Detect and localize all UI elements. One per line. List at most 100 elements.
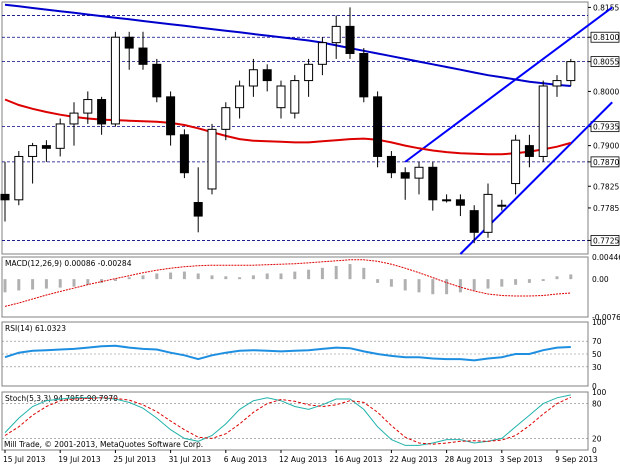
candle <box>138 31 148 70</box>
price-tick-label: 0.7725 <box>593 236 619 245</box>
candle <box>152 58 162 103</box>
candle <box>69 102 79 146</box>
time-tick-label: 19 Jul 2013 <box>58 455 101 464</box>
time-tick-label: 25 Jul 2013 <box>113 455 156 464</box>
candle-body <box>304 63 314 82</box>
rsi-tick-label: 70 <box>592 337 602 346</box>
time-axis: 15 Jul 2013 19 Jul 2013 25 Jul 2013 31 Jul … <box>3 450 598 464</box>
rsi-tick-label: 30 <box>592 363 602 372</box>
candle-body <box>359 52 369 98</box>
price-tick-label: 0.7785 <box>593 204 619 213</box>
candle <box>179 129 189 179</box>
candle <box>235 80 245 119</box>
macd-panel-frame <box>1 256 589 318</box>
candle <box>524 134 534 168</box>
candle-body <box>331 25 341 44</box>
stoch-tick-label: 80 <box>592 400 602 409</box>
candle-body <box>83 99 93 114</box>
price-tick-label: 0.8155 <box>593 3 619 12</box>
time-tick-label: 6 Aug 2013 <box>224 455 267 464</box>
time-tick-label: 15 Jul 2013 <box>3 455 46 464</box>
price-tick-label: 0.7870 <box>593 158 619 167</box>
candle-body <box>290 80 300 114</box>
candle <box>97 96 107 135</box>
macd-tick-label: 0.00 <box>592 275 609 284</box>
candle <box>331 15 341 59</box>
candle <box>0 161 10 222</box>
candle <box>193 167 203 233</box>
price-tick-box <box>590 156 620 168</box>
price-tick-label: 0.8055 <box>593 58 619 67</box>
macd-tick-label: -0.00763 <box>592 313 620 322</box>
candle-body <box>248 69 258 87</box>
candle-body <box>566 61 576 82</box>
rsi-tick-label: 0 <box>592 382 597 391</box>
watermark-label: Mill Trade, © 2001-2013, MetaQuotes Soft… <box>4 440 203 449</box>
candle <box>276 80 286 119</box>
candle-body <box>455 199 465 206</box>
candle-body <box>97 99 107 125</box>
candle <box>400 167 410 200</box>
candle <box>373 91 383 168</box>
price-panel: 0.8155 0.8100 0.8055 0.8000 0.7935 0.7900 0.78… <box>0 1 620 255</box>
candle-body <box>235 85 245 109</box>
candle <box>483 183 493 238</box>
stoch-tick-label: 20 <box>592 434 602 443</box>
rsi-tick-label: 100 <box>592 318 607 327</box>
candle <box>317 37 327 76</box>
candle <box>262 64 272 92</box>
price-tick-label: 0.7900 <box>593 142 619 151</box>
candle-body <box>166 96 176 136</box>
candle-body <box>317 42 327 65</box>
time-tick-label: 12 Aug 2013 <box>279 455 327 464</box>
candle <box>14 151 24 206</box>
candle <box>538 80 548 162</box>
macd-panel: MACD(12,26,9) 0.00086 -0.00284 0.00446 0.0… <box>1 253 620 322</box>
candle <box>110 31 120 127</box>
candle-body <box>483 193 493 233</box>
candle-body <box>469 210 479 233</box>
candle <box>359 48 369 103</box>
candle-body <box>110 36 120 125</box>
price-tick-label: 0.8000 <box>593 87 619 96</box>
candle-body <box>41 145 51 149</box>
candle <box>28 142 38 184</box>
candle <box>497 199 507 211</box>
candle-body <box>179 134 189 174</box>
candle-body <box>524 145 534 157</box>
candle <box>511 134 521 195</box>
candle <box>41 140 51 162</box>
price-tick-box <box>590 56 620 68</box>
candle <box>386 151 396 179</box>
candle <box>207 123 217 195</box>
candle-body <box>345 25 355 54</box>
candle <box>124 31 134 70</box>
candle-body <box>511 139 521 185</box>
candle <box>83 91 93 124</box>
time-tick-label: 16 Aug 2013 <box>334 455 382 464</box>
candle-body <box>373 96 383 157</box>
rsi-tick-label: 50 <box>592 350 602 359</box>
candle-body <box>552 80 562 87</box>
candle <box>566 58 576 86</box>
candle <box>469 205 479 244</box>
ma-slow-line <box>4 3 571 87</box>
candle <box>304 58 314 97</box>
candle <box>455 194 465 217</box>
rsi-line <box>4 344 571 362</box>
macd-signal-line <box>4 259 571 307</box>
candle-body <box>193 202 203 217</box>
price-tick-box <box>590 235 620 246</box>
macd-tick-label: 0.00446 <box>592 253 620 262</box>
candle-body <box>400 172 410 179</box>
candle-body <box>14 155 24 201</box>
time-tick-label: 31 Jul 2013 <box>169 455 212 464</box>
time-tick-label: 22 Aug 2013 <box>389 455 437 464</box>
candle-body <box>152 63 162 98</box>
candle <box>55 118 65 157</box>
candle-body <box>207 128 217 190</box>
candle-body <box>69 112 79 125</box>
macd-label: MACD(12,26,9) 0.00086 -0.00284 <box>5 259 132 268</box>
